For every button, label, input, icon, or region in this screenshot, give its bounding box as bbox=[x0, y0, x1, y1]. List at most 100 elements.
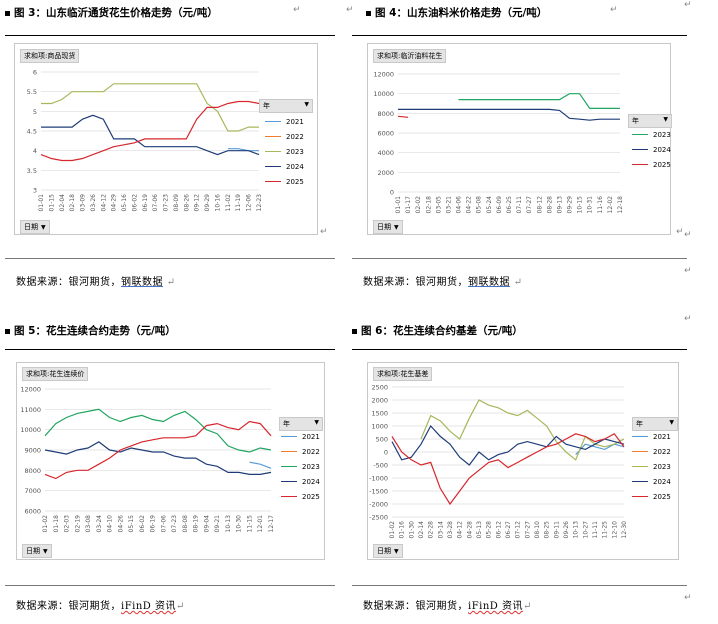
x-tick-label: 04-12 bbox=[457, 521, 464, 539]
legend-item-2021[interactable]: 2021 bbox=[265, 114, 304, 129]
pivot-field-tag[interactable]: 求和项:花生连续价 bbox=[22, 367, 89, 381]
paragraph-mark-icon: ↵ bbox=[684, 230, 692, 240]
y-tick-label: 7000 bbox=[24, 487, 41, 495]
x-tick-label: 08-08 bbox=[182, 515, 189, 533]
date-filter-button[interactable]: 日期 ▼ bbox=[20, 220, 50, 234]
legend-item-2025[interactable]: 2025 bbox=[281, 489, 320, 504]
y-tick-label: -2500 bbox=[369, 514, 388, 522]
legend-item-2025[interactable]: 2025 bbox=[632, 489, 671, 504]
date-filter-button[interactable]: 日期 ▼ bbox=[373, 220, 403, 234]
legend-filter-button[interactable]: 年 ▼ bbox=[632, 417, 678, 431]
dropdown-arrow-icon: ▼ bbox=[314, 419, 319, 426]
series-line-2024 bbox=[44, 441, 272, 475]
legend-item-2022[interactable]: 2022 bbox=[265, 129, 304, 144]
legend-swatch bbox=[281, 481, 297, 482]
x-tick-label: 11-11 bbox=[592, 521, 599, 539]
x-tick-label: 01-15 bbox=[48, 194, 55, 212]
x-tick-label: 11-02 bbox=[225, 194, 232, 212]
legend-label: 2022 bbox=[286, 132, 304, 141]
y-tick-label: 6 bbox=[33, 69, 37, 77]
legend-item-2025[interactable]: 2025 bbox=[265, 174, 304, 189]
dropdown-arrow-icon: ▼ bbox=[304, 101, 309, 108]
x-tick-label: 10-27 bbox=[582, 521, 589, 539]
chart-4-legend: 2023 2024 2025 bbox=[632, 127, 671, 172]
legend-item-2025[interactable]: 2025 bbox=[632, 157, 671, 172]
source-link[interactable]: iFinD 资讯 bbox=[121, 601, 176, 612]
divider bbox=[5, 35, 335, 36]
source-link[interactable]: iFinD 资讯 bbox=[468, 601, 523, 612]
x-tick-label: 04-06 bbox=[456, 196, 463, 214]
pivot-field-tag[interactable]: 求和项:临沂油料花生 bbox=[373, 49, 447, 63]
y-tick-label: 3.5 bbox=[27, 167, 37, 175]
x-tick-label: 10-16 bbox=[214, 194, 221, 212]
date-filter-button[interactable]: 日期 ▼ bbox=[22, 544, 52, 558]
dropdown-arrow-icon: ▼ bbox=[43, 548, 48, 555]
date-filter-button[interactable]: 日期 ▼ bbox=[373, 544, 403, 558]
y-tick-label: 3 bbox=[33, 187, 37, 195]
x-tick-label: 05-13 bbox=[476, 521, 483, 539]
x-tick-label: 01-17 bbox=[405, 196, 412, 214]
legend-item-2021[interactable]: 2021 bbox=[632, 429, 671, 444]
series-line-2023 bbox=[41, 83, 259, 132]
chart-5-plot: 6000 7000 8000 9000 10000 11000 12000 01-02 01-1… bbox=[20, 386, 275, 533]
dropdown-arrow-icon: ▼ bbox=[663, 116, 668, 123]
x-tick-label: 07-27 bbox=[524, 521, 531, 539]
divider bbox=[352, 258, 687, 259]
legend-swatch bbox=[632, 481, 648, 482]
chart-6-legend: 2021 2022 2023 2024 2025 bbox=[632, 429, 671, 504]
series-line-2021 bbox=[249, 461, 272, 469]
series-line-2025 bbox=[397, 115, 409, 118]
x-tick-label: 05-16 bbox=[121, 194, 128, 212]
x-tick-label: 09-12 bbox=[194, 194, 201, 212]
legend-swatch bbox=[632, 149, 648, 150]
legend-item-2024[interactable]: 2024 bbox=[265, 159, 304, 174]
x-tick-label: 08-10 bbox=[534, 521, 541, 539]
y-tick-label: 10000 bbox=[20, 426, 41, 434]
source-link[interactable]: 钢联数据 bbox=[121, 277, 163, 288]
source-link[interactable]: 钢联数据 bbox=[468, 277, 510, 288]
legend-swatch bbox=[632, 134, 648, 135]
paragraph-mark-icon: ↵ bbox=[610, 5, 618, 15]
pivot-field-tag[interactable]: 求和项:花生基差 bbox=[373, 367, 433, 381]
chart-3-plot: 3 3.5 4 4.5 5 5.5 6 01-01 01-15 02-04 02-18 03-09 03… bbox=[27, 69, 263, 212]
source-text: 数据来源：银河期货， bbox=[16, 601, 121, 612]
x-tick-label: 10-13 bbox=[573, 521, 580, 539]
legend-label: 2024 bbox=[653, 145, 671, 154]
dropdown-arrow-icon: ▼ bbox=[41, 224, 46, 231]
legend-item-2023[interactable]: 2023 bbox=[632, 459, 671, 474]
legend-item-2021[interactable]: 2021 bbox=[281, 429, 320, 444]
legend-item-2022[interactable]: 2022 bbox=[632, 444, 671, 459]
legend-filter-button[interactable]: 年 ▼ bbox=[628, 114, 672, 128]
paragraph-mark-icon: ↵ bbox=[684, 593, 692, 603]
pivot-field-tag[interactable]: 求和项:商品现货 bbox=[20, 49, 80, 63]
legend-item-2023[interactable]: 2023 bbox=[281, 459, 320, 474]
date-button-label: 日期 bbox=[377, 223, 391, 231]
x-tick-label: 10-31 bbox=[587, 196, 594, 214]
x-tick-label: 03-09 bbox=[80, 194, 87, 212]
legend-filter-button[interactable]: 年 ▼ bbox=[259, 99, 313, 113]
divider bbox=[352, 585, 687, 586]
legend-item-2023[interactable]: 2023 bbox=[632, 127, 671, 142]
figure-4-title-text: 图 4：山东油料米价格走势（元/吨） bbox=[375, 7, 548, 19]
x-tick-label: 09-29 bbox=[567, 196, 574, 214]
x-tick-label: 02-03 bbox=[64, 515, 71, 533]
chart-6-plot: -2500 -2000 -1500 -1000 -500 0 500 1000 1500 2000… bbox=[369, 384, 628, 539]
legend-item-2024[interactable]: 2024 bbox=[632, 142, 671, 157]
x-tick-label: 05-28 bbox=[486, 521, 493, 539]
series-line-2023 bbox=[458, 93, 620, 109]
x-tick-label: 08-26 bbox=[183, 194, 190, 212]
legend-item-2022[interactable]: 2022 bbox=[281, 444, 320, 459]
legend-item-2023[interactable]: 2023 bbox=[265, 144, 304, 159]
y-tick-label: 12000 bbox=[373, 71, 394, 79]
legend-item-2024[interactable]: 2024 bbox=[632, 474, 671, 489]
legend-label: 2023 bbox=[653, 130, 671, 139]
x-tick-label: 02-02 bbox=[415, 196, 422, 214]
series-line-2024 bbox=[398, 108, 620, 121]
legend-item-2024[interactable]: 2024 bbox=[281, 474, 320, 489]
x-tick-label: 01-30 bbox=[408, 521, 415, 539]
chart-3-frame: 求和项:商品现货 3 3.5 4 4.5 5 5.5 6 01-01 01-15 02-04 02-… bbox=[14, 43, 318, 235]
legend-filter-button[interactable]: 年 ▼ bbox=[279, 417, 323, 431]
y-tick-label: 1500 bbox=[371, 410, 388, 418]
dropdown-arrow-icon: ▼ bbox=[669, 419, 674, 426]
chart-4-frame: 求和项:临沂油料花生 0 2000 4000 6000 8000 10000 12000 01… bbox=[367, 43, 672, 235]
